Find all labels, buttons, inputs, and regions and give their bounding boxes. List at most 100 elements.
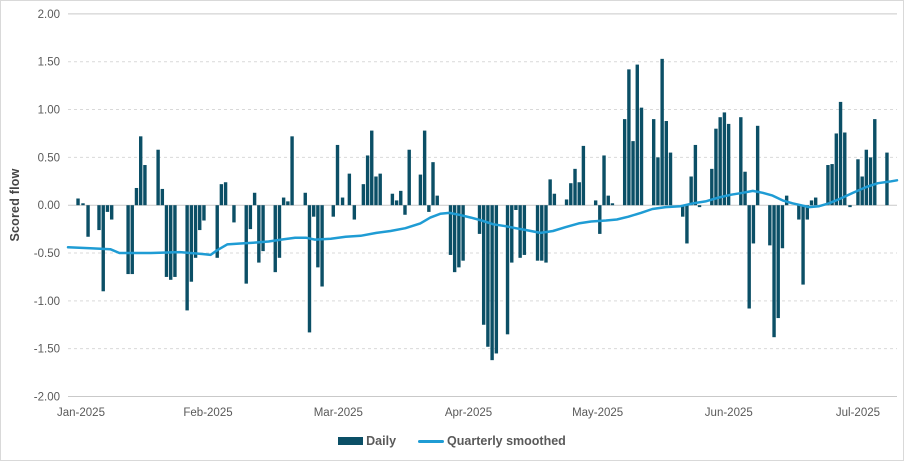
daily-bar <box>873 119 877 206</box>
daily-bar <box>320 205 324 287</box>
daily-bar <box>407 149 411 206</box>
daily-bar <box>189 205 194 282</box>
daily-bar <box>631 141 635 206</box>
daily-bar <box>843 132 847 206</box>
daily-bar <box>303 192 307 206</box>
daily-bar <box>198 205 202 231</box>
daily-bar <box>215 205 219 258</box>
daily-bar <box>714 128 718 206</box>
daily-bar <box>693 144 698 206</box>
daily-bar <box>164 205 169 277</box>
daily-bar <box>86 205 90 237</box>
daily-bar <box>316 205 320 268</box>
x-tick-label: May-2025 <box>572 407 623 419</box>
x-tick-label: Apr-2025 <box>445 407 492 419</box>
daily-bar <box>273 205 277 273</box>
daily-bar <box>494 205 499 354</box>
daily-bar <box>797 205 801 220</box>
daily-bar <box>868 157 873 206</box>
daily-bar <box>185 205 189 311</box>
daily-bar <box>481 205 486 325</box>
daily-bar <box>569 183 573 206</box>
daily-bar <box>130 205 134 275</box>
daily-bar <box>139 136 143 206</box>
daily-bar <box>340 197 345 206</box>
daily-bar <box>277 205 282 258</box>
daily-bar <box>697 205 702 208</box>
daily-bar <box>651 119 656 206</box>
daily-bar <box>780 205 785 249</box>
daily-bar <box>710 168 714 206</box>
daily-bar <box>378 173 382 206</box>
daily-bar <box>202 205 206 221</box>
daily-bar <box>286 201 290 206</box>
daily-bar <box>252 192 257 206</box>
daily-bar <box>834 133 839 206</box>
daily-bar <box>399 190 403 206</box>
daily-bar <box>261 205 265 252</box>
daily-bar <box>335 144 340 206</box>
daily-bar <box>544 205 548 263</box>
daily-bar <box>751 205 756 244</box>
daily-bar <box>244 205 248 284</box>
daily-bar <box>76 198 80 206</box>
y-tick-label: -2.00 <box>34 392 60 404</box>
daily-bar <box>109 205 114 220</box>
daily-bar <box>660 58 664 206</box>
daily-bar <box>813 197 818 206</box>
daily-bar <box>864 149 869 206</box>
daily-bar <box>739 117 743 206</box>
daily-bar <box>681 205 685 217</box>
daily-bar <box>606 195 610 206</box>
daily-bar <box>193 205 198 258</box>
daily-bar <box>431 162 435 206</box>
daily-bar <box>573 168 577 206</box>
y-tick-label: 0.50 <box>38 152 60 164</box>
daily-bar <box>860 176 864 206</box>
y-tick-label: 2.00 <box>38 9 60 21</box>
daily-bar <box>427 205 431 212</box>
daily-bar <box>156 149 160 206</box>
daily-bar <box>361 184 366 206</box>
daily-bar <box>772 205 776 338</box>
daily-bar <box>668 152 673 206</box>
daily-bar <box>394 200 399 206</box>
y-tick-label: -0.50 <box>34 248 60 260</box>
daily-bar <box>776 205 780 319</box>
daily-bar <box>747 205 751 309</box>
daily-bar <box>743 171 747 206</box>
daily-bar <box>307 205 312 333</box>
x-tick-label: Mar-2025 <box>314 407 363 419</box>
daily-bar <box>564 199 569 206</box>
legend-item-quarterly-smoothed: Quarterly smoothed <box>418 434 566 448</box>
daily-bar <box>370 130 374 206</box>
daily-bar <box>664 121 668 206</box>
daily-bar <box>347 173 352 206</box>
daily-bar <box>143 165 147 206</box>
daily-bar <box>838 101 843 206</box>
daily-bar <box>598 205 602 234</box>
daily-bar <box>805 205 810 220</box>
daily-bar <box>581 145 586 206</box>
daily-bar <box>593 200 598 206</box>
y-tick-label: 1.00 <box>38 105 60 117</box>
daily-bar <box>856 159 860 206</box>
daily-bar <box>577 182 581 206</box>
y-axis-title: Scored flow <box>8 168 22 242</box>
legend: Daily Quarterly smoothed <box>1 432 903 450</box>
daily-bar <box>257 205 261 263</box>
daily-bar <box>548 179 552 206</box>
daily-bar <box>281 197 286 206</box>
x-tick-label: Jan-2025 <box>57 407 105 419</box>
daily-bar <box>452 205 457 273</box>
daily-bar <box>809 200 814 206</box>
daily-bar <box>848 205 852 208</box>
daily-bar <box>639 107 644 206</box>
daily-bar <box>105 205 110 212</box>
daily-bar <box>126 205 130 275</box>
quarterly-smoothed-line <box>66 179 899 257</box>
daily-bar <box>885 152 889 206</box>
daily-bar <box>635 64 639 206</box>
